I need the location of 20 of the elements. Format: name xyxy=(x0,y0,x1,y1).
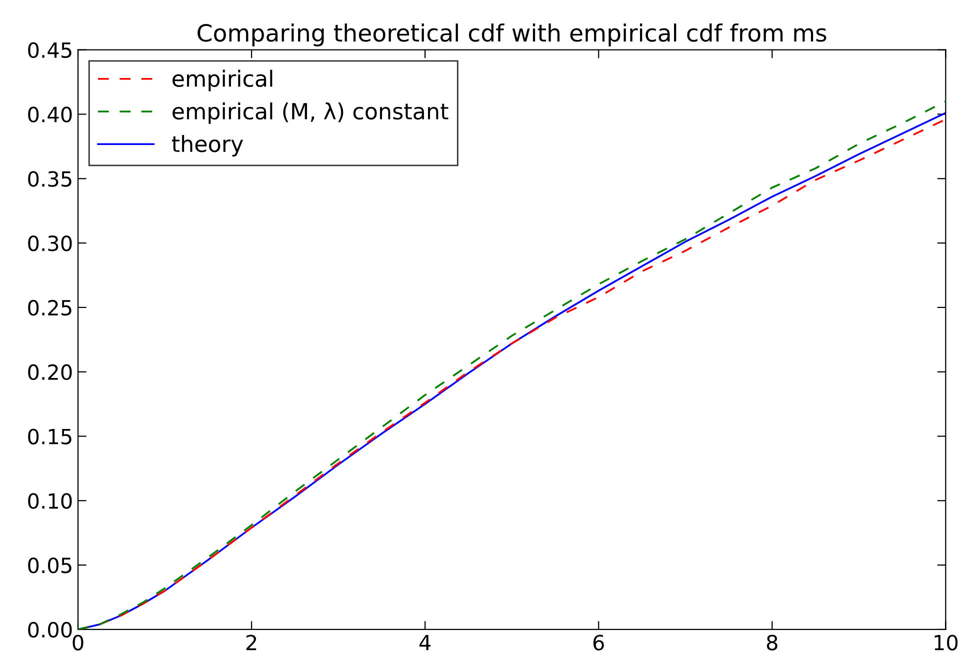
x-tick-label: 4 xyxy=(419,634,431,650)
chart-title: Comparing theoretical cdf with empirical cdf from ms xyxy=(198,24,826,46)
legend-label: empirical (M, λ) constant xyxy=(172,102,448,124)
x-tick-label: 8 xyxy=(766,634,778,650)
y-tick-label: 0.20 xyxy=(28,364,72,380)
x-tick-label: 6 xyxy=(593,634,604,650)
legend-label: empirical xyxy=(172,70,272,92)
x-tick-label: 2 xyxy=(246,634,256,650)
x-tick-label: 0 xyxy=(72,634,84,650)
y-tick-label: 0.45 xyxy=(28,42,72,58)
y-tick-label: 0.10 xyxy=(28,493,72,509)
y-tick-label: 0.35 xyxy=(28,171,72,187)
y-tick-label: 0.05 xyxy=(28,558,72,574)
y-tick-label: 0.30 xyxy=(28,235,72,252)
y-tick-label: 0.15 xyxy=(28,428,72,444)
x-tick-label: 10 xyxy=(934,634,958,650)
legend-label: theory xyxy=(172,135,244,157)
y-tick-label: 0.25 xyxy=(28,300,72,316)
y-tick-label: 0.40 xyxy=(28,106,72,122)
y-tick-label: 0.00 xyxy=(28,622,72,638)
